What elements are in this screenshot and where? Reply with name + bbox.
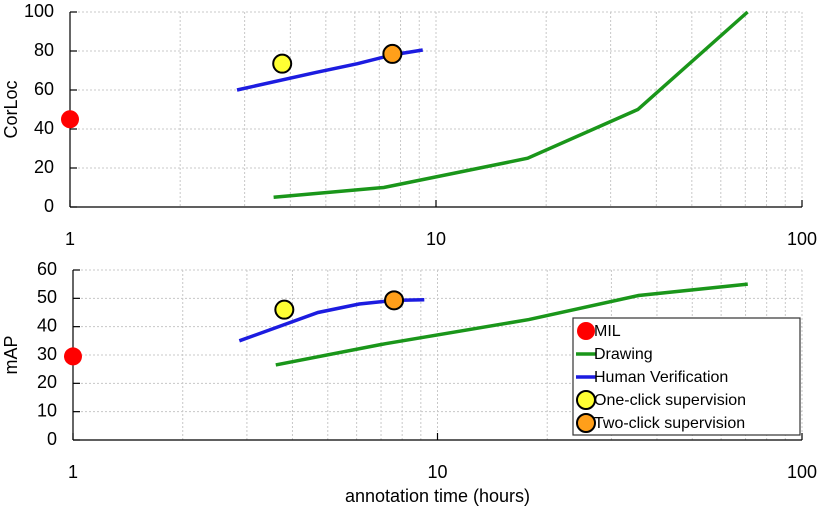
y-tick-label: 60 bbox=[34, 79, 54, 99]
series-line bbox=[238, 298, 425, 343]
x-axis-label: annotation time (hours) bbox=[345, 486, 530, 506]
legend-label: Human Verification bbox=[594, 369, 728, 386]
legend-marker bbox=[576, 390, 596, 410]
y-axis-label: CorLoc bbox=[1, 80, 21, 138]
series-marker bbox=[272, 53, 293, 74]
legend-label: Drawing bbox=[594, 346, 653, 363]
x-tick-label: 10 bbox=[426, 229, 446, 249]
legend: MIL Drawing Human Verification One-click su… bbox=[572, 317, 801, 436]
y-tick-label: 10 bbox=[37, 400, 57, 420]
y-tick-label: 0 bbox=[44, 196, 54, 216]
x-tick-label: 100 bbox=[787, 462, 817, 482]
series-marker bbox=[384, 290, 405, 311]
y-tick-label: 100 bbox=[24, 1, 54, 21]
x-tick-label: 1 bbox=[68, 462, 78, 482]
series-line bbox=[236, 48, 424, 92]
series-line bbox=[275, 282, 748, 367]
legend-label: Two-click supervision bbox=[594, 415, 745, 432]
y-axis-label: mAP bbox=[1, 335, 21, 374]
legend-marker bbox=[576, 413, 596, 433]
y-tick-label: 20 bbox=[37, 372, 57, 392]
series-marker bbox=[382, 43, 403, 64]
y-tick-label: 40 bbox=[37, 315, 57, 335]
y-tick-label: 40 bbox=[34, 118, 54, 138]
legend-marker bbox=[577, 322, 595, 340]
series-marker bbox=[274, 299, 295, 320]
y-tick-label: 20 bbox=[34, 157, 54, 177]
y-tick-label: 30 bbox=[37, 344, 57, 364]
x-tick-label: 1 bbox=[65, 229, 75, 249]
series-marker bbox=[61, 110, 79, 129]
legend-label: One-click supervision bbox=[594, 392, 746, 409]
y-tick-label: 0 bbox=[47, 429, 57, 449]
y-tick-label: 80 bbox=[34, 40, 54, 60]
y-tick-label: 60 bbox=[37, 259, 57, 279]
series-line bbox=[273, 10, 749, 199]
series-marker bbox=[64, 347, 82, 366]
legend-box bbox=[572, 317, 801, 436]
x-tick-label: 100 bbox=[787, 229, 817, 249]
legend-label: MIL bbox=[594, 323, 621, 340]
x-tick-label: 10 bbox=[427, 462, 447, 482]
y-tick-label: 50 bbox=[37, 287, 57, 307]
